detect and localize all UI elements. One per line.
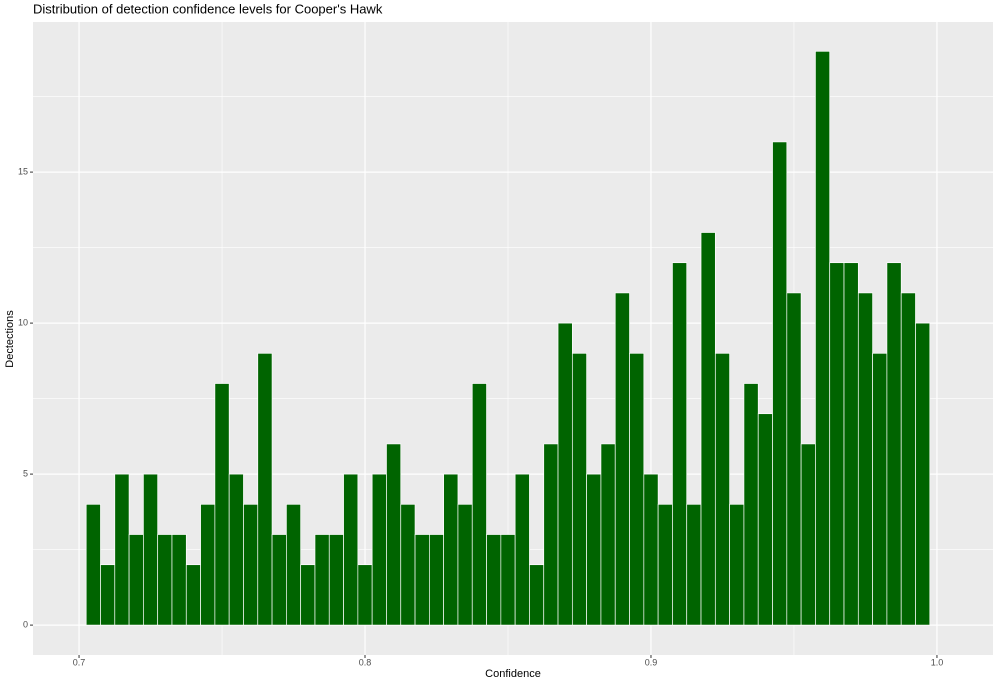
x-axis-label: Confidence bbox=[485, 668, 541, 680]
bar bbox=[872, 352, 888, 626]
y-tick-label: 15 bbox=[18, 166, 28, 176]
bar bbox=[600, 443, 616, 626]
bar bbox=[686, 503, 702, 626]
bar bbox=[314, 534, 330, 626]
bar bbox=[700, 232, 716, 626]
bar bbox=[114, 473, 130, 626]
bar bbox=[543, 443, 559, 626]
bar bbox=[414, 534, 430, 626]
bar bbox=[857, 292, 873, 626]
bar bbox=[772, 141, 788, 626]
bar bbox=[328, 534, 344, 626]
chart-title: Distribution of detection confidence lev… bbox=[33, 1, 383, 16]
bar bbox=[429, 534, 445, 626]
bar bbox=[443, 473, 459, 626]
bar bbox=[729, 503, 745, 626]
bar bbox=[243, 503, 259, 626]
x-tick-label: 0.9 bbox=[645, 657, 658, 667]
bar bbox=[85, 503, 101, 626]
x-tick-label: 1.0 bbox=[931, 657, 944, 667]
bar bbox=[300, 564, 316, 626]
bar bbox=[829, 262, 845, 626]
bar bbox=[171, 534, 187, 626]
y-tick-label: 10 bbox=[18, 317, 28, 327]
bar bbox=[743, 383, 759, 626]
bar bbox=[915, 322, 931, 626]
bar bbox=[900, 292, 916, 626]
bar bbox=[143, 473, 159, 626]
bar bbox=[571, 352, 587, 626]
bar bbox=[457, 503, 473, 626]
y-tick-label: 5 bbox=[23, 468, 28, 478]
bar bbox=[529, 564, 545, 626]
bar bbox=[514, 473, 530, 626]
bar bbox=[486, 534, 502, 626]
bar bbox=[371, 473, 387, 626]
bar bbox=[843, 262, 859, 626]
bar bbox=[128, 534, 144, 626]
bar bbox=[386, 443, 402, 626]
bar bbox=[629, 352, 645, 626]
bar bbox=[586, 473, 602, 626]
bar bbox=[786, 292, 802, 626]
bar bbox=[643, 473, 659, 626]
bar bbox=[500, 534, 516, 626]
bar bbox=[257, 352, 273, 626]
bar bbox=[471, 383, 487, 626]
y-tick-label: 0 bbox=[23, 619, 28, 629]
x-tick-label: 0.8 bbox=[359, 657, 372, 667]
bar bbox=[757, 413, 773, 626]
bar bbox=[400, 503, 416, 626]
bars bbox=[85, 50, 931, 626]
bar bbox=[343, 473, 359, 626]
bar bbox=[157, 534, 173, 626]
x-tick-label: 0.7 bbox=[73, 657, 86, 667]
bar bbox=[271, 534, 287, 626]
bar bbox=[815, 50, 831, 626]
y-axis-label: Dectections bbox=[4, 310, 16, 368]
bar bbox=[214, 383, 230, 626]
bar bbox=[357, 564, 373, 626]
bar bbox=[714, 352, 730, 626]
bar bbox=[100, 564, 116, 626]
bar bbox=[614, 292, 630, 626]
bar bbox=[200, 503, 216, 626]
bar bbox=[286, 503, 302, 626]
bar bbox=[886, 262, 902, 626]
bar bbox=[800, 443, 816, 626]
bar bbox=[185, 564, 201, 626]
bar bbox=[657, 503, 673, 626]
bar bbox=[672, 262, 688, 626]
bar bbox=[228, 473, 244, 626]
bar bbox=[557, 322, 573, 626]
